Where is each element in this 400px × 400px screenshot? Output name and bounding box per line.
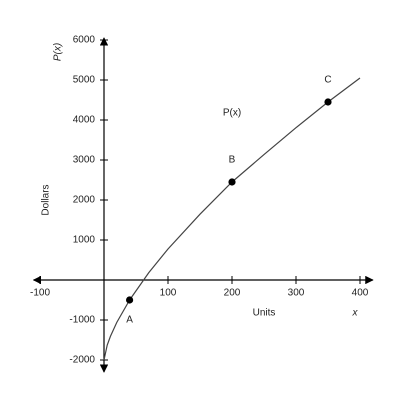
x-tick-label: 200 xyxy=(224,288,241,299)
point xyxy=(126,296,134,304)
y-tick-label: -1000 xyxy=(69,315,95,326)
y-axis-title: P(x) xyxy=(53,43,64,61)
point xyxy=(324,98,332,106)
y-tick-label: 4000 xyxy=(73,115,96,126)
y-tick-label: 6000 xyxy=(73,35,96,46)
x-axis-label: Units xyxy=(253,308,276,319)
x-tick-label: 300 xyxy=(288,288,305,299)
y-axis-label: Dollars xyxy=(41,184,52,215)
y-tick-label: -2000 xyxy=(69,355,95,366)
x-tick-label: -100 xyxy=(30,288,50,299)
y-tick-label: 2000 xyxy=(73,195,96,206)
curve xyxy=(103,77,361,361)
point-label: A xyxy=(126,315,133,326)
point xyxy=(228,178,236,186)
point-label: C xyxy=(324,75,331,86)
y-tick-label: 3000 xyxy=(73,155,96,166)
x-tick-label: 100 xyxy=(160,288,177,299)
y-tick-label: 1000 xyxy=(73,235,96,246)
x-axis-title: x xyxy=(352,308,359,319)
x-tick-label: 400 xyxy=(352,288,369,299)
curve-annotation: P(x) xyxy=(223,108,241,119)
y-tick-label: 5000 xyxy=(73,75,96,86)
point-label: B xyxy=(229,155,236,166)
